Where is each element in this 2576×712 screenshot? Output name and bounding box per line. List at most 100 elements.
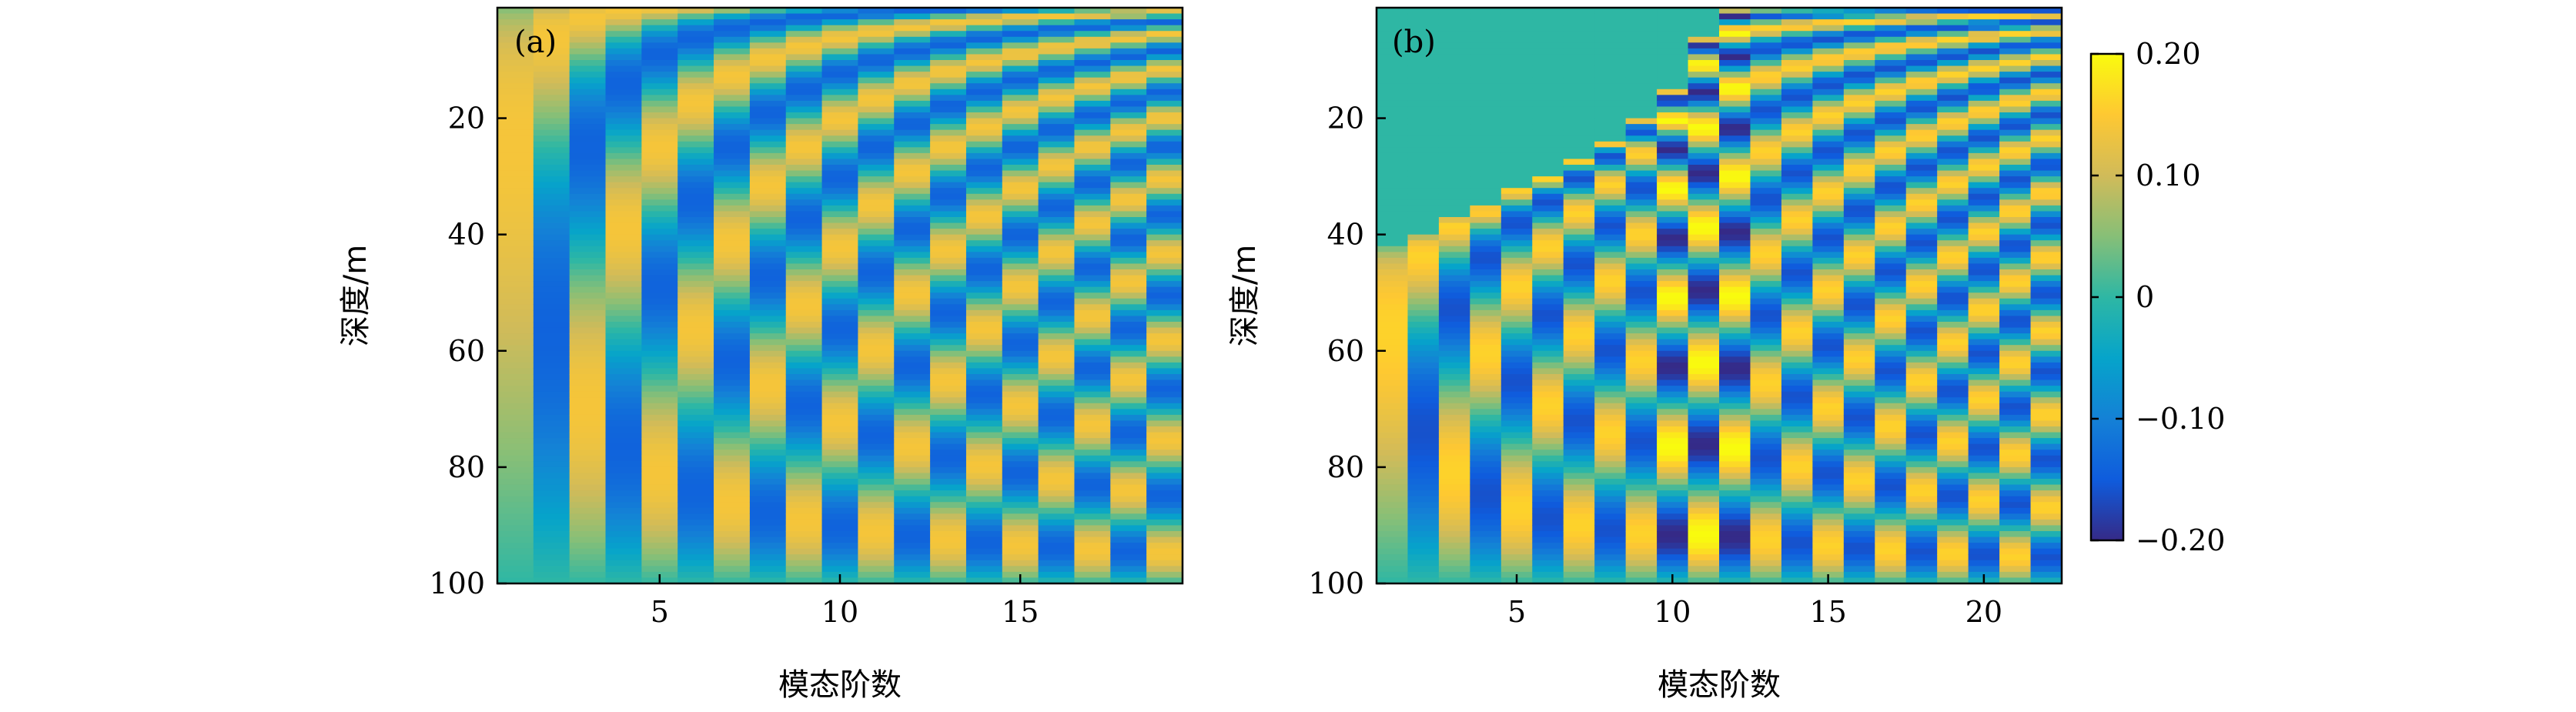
heatmap-cell <box>1625 48 1658 55</box>
heatmap-cell <box>1937 263 1969 270</box>
heatmap-cell <box>1532 170 1564 177</box>
heatmap-cell <box>1407 531 1440 538</box>
x-tick-label: 5 <box>651 595 669 629</box>
heatmap-cell <box>1563 560 1595 567</box>
heatmap-cell <box>1812 356 1845 363</box>
heatmap-cell <box>1146 379 1183 386</box>
heatmap-cell <box>641 252 678 259</box>
heatmap-cell <box>1377 513 1409 520</box>
heatmap-cell <box>569 106 607 113</box>
heatmap-cell <box>1968 309 2000 317</box>
heatmap-cell <box>785 450 823 456</box>
heatmap-cell <box>1812 455 1845 462</box>
heatmap-cell <box>569 25 607 32</box>
heatmap-cell <box>930 566 967 573</box>
heatmap-cell <box>965 281 1003 288</box>
heatmap-cell <box>1875 89 1907 95</box>
heatmap-cell <box>1594 205 1627 212</box>
heatmap-cell <box>1377 466 1409 474</box>
heatmap-cell <box>1532 525 1564 532</box>
heatmap-cell <box>1438 356 1470 363</box>
heatmap-cell <box>1470 525 1502 532</box>
heatmap-cell <box>1968 188 2000 195</box>
heatmap-cell <box>1688 193 1720 200</box>
heatmap-cell <box>1843 519 1875 526</box>
heatmap-cell <box>677 135 714 142</box>
heatmap-cell <box>1563 409 1595 416</box>
heatmap-cell <box>1500 176 1533 183</box>
heatmap-cell <box>533 374 570 381</box>
heatmap-cell <box>965 362 1003 369</box>
heatmap-cell <box>1625 152 1658 160</box>
heatmap-cell <box>533 322 570 329</box>
heatmap-cell <box>1563 229 1595 236</box>
heatmap-cell <box>1688 490 1720 497</box>
heatmap-cell <box>1968 281 2000 288</box>
heatmap-cell <box>785 205 823 212</box>
heatmap-cell <box>1937 507 1969 514</box>
heatmap-cell <box>1377 345 1409 352</box>
heatmap-cell <box>1500 443 1533 450</box>
heatmap-cell <box>1968 304 2000 311</box>
heatmap-cell <box>1750 234 1782 241</box>
heatmap-cell <box>858 577 895 584</box>
heatmap-cell <box>605 281 642 288</box>
heatmap-cell <box>714 286 751 293</box>
heatmap-cell <box>1438 298 1470 305</box>
heatmap-cell <box>605 193 642 200</box>
heatmap-cell <box>1074 490 1111 497</box>
heatmap-cell <box>2030 525 2062 532</box>
heatmap-cell <box>714 77 751 84</box>
heatmap-cell <box>1146 490 1183 497</box>
heatmap-cell <box>821 309 859 317</box>
heatmap-cell <box>1875 543 1907 550</box>
heatmap-cell <box>1146 333 1183 340</box>
heatmap-cell <box>965 217 1003 224</box>
heatmap-cell <box>1074 54 1111 61</box>
heatmap-cell <box>605 403 642 409</box>
heatmap-cell <box>1688 77 1720 84</box>
heatmap-cell <box>1563 252 1595 259</box>
heatmap-cell <box>785 263 823 270</box>
heatmap-cell <box>858 368 895 375</box>
x-tick-label: 15 <box>1809 595 1846 629</box>
heatmap-cell <box>1563 403 1595 409</box>
heatmap-cell <box>1688 229 1720 236</box>
heatmap-cell <box>1843 286 1875 293</box>
heatmap-cell <box>1937 211 1969 218</box>
heatmap-cell <box>1500 31 1533 38</box>
heatmap-cell <box>1074 182 1111 189</box>
heatmap-cell <box>1146 42 1183 49</box>
heatmap-cell <box>1146 525 1183 532</box>
heatmap-cell <box>749 36 787 43</box>
heatmap-cell <box>1470 83 1502 90</box>
heatmap-cell <box>533 345 570 352</box>
heatmap-cell <box>1500 48 1533 55</box>
heatmap-cell <box>1438 129 1470 136</box>
heatmap-cell <box>1002 409 1039 416</box>
heatmap-cell <box>1038 571 1076 579</box>
heatmap-cell <box>858 188 895 195</box>
heatmap-cell <box>605 118 642 125</box>
heatmap-cell <box>1407 554 1440 561</box>
heatmap-cell <box>1146 129 1183 136</box>
heatmap-cell <box>821 350 859 357</box>
heatmap-cell <box>1781 112 1813 119</box>
heatmap-cell <box>569 54 607 61</box>
heatmap-cell <box>858 513 895 520</box>
heatmap-cell <box>930 54 967 61</box>
heatmap-cell <box>821 513 859 520</box>
heatmap-cell <box>1377 106 1409 113</box>
heatmap-cell <box>1657 455 1689 462</box>
heatmap-cell <box>569 502 607 509</box>
heatmap-cell <box>1500 548 1533 555</box>
heatmap-cell <box>533 257 570 265</box>
heatmap-cell <box>1002 316 1039 323</box>
heatmap-cell <box>1875 438 1907 445</box>
heatmap-cell <box>1002 350 1039 357</box>
heatmap-cell <box>641 333 678 340</box>
heatmap-cell <box>1407 356 1440 363</box>
heatmap-cell <box>1002 554 1039 561</box>
heatmap-cell <box>1625 252 1658 259</box>
heatmap-cell <box>1812 496 1845 503</box>
